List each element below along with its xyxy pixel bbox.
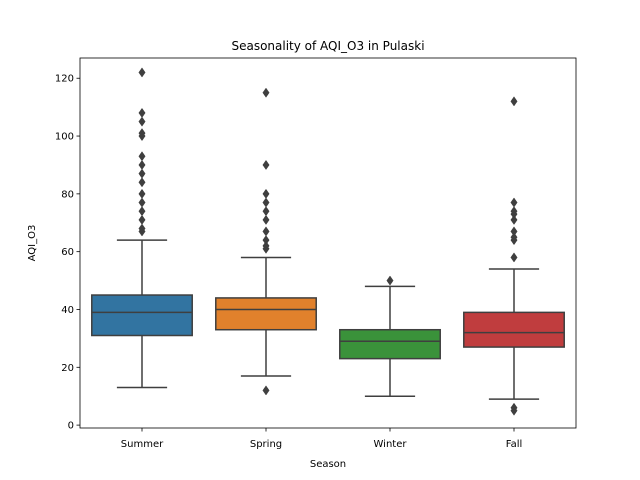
outlier-summer-9 [138, 151, 146, 162]
outlier-summer-12 [138, 116, 146, 127]
box-winter [339, 328, 441, 360]
y-tick-label-80: 80 [61, 189, 74, 200]
y-tick-label-60: 60 [61, 247, 74, 258]
outlier-summer-5 [138, 188, 146, 199]
outlier-summer-2 [138, 214, 146, 225]
outlier-fall-8 [510, 206, 518, 217]
x-tick-label-fall: Fall [506, 439, 523, 450]
box-spring [215, 297, 317, 331]
x-axis-title: Season [310, 459, 346, 470]
outlier-fall-2 [510, 252, 518, 263]
chart-title: Seasonality of AQI_O3 in Pulaski [231, 39, 424, 53]
outlier-spring-7 [262, 197, 270, 208]
axes-frame [79, 57, 577, 429]
x-axis: Summer Spring Winter Fall [121, 428, 522, 450]
x-tick-label-winter: Winter [374, 439, 408, 450]
outlier-spring-5 [262, 214, 270, 225]
outlier-summer-4 [138, 197, 146, 208]
outlier-spring-2 [262, 240, 270, 251]
x-tick-label-spring: Spring [250, 439, 282, 450]
y-axis-title: AQI_O3 [27, 225, 38, 262]
box-group-spring [215, 87, 317, 396]
outlier-spring-4 [262, 226, 270, 237]
outlier-summer-8 [138, 159, 146, 170]
y-tick-label-0: 0 [68, 421, 74, 432]
y-axis: 0 20 40 60 80 100 120 [55, 74, 80, 432]
box-summer [91, 294, 193, 337]
outlier-spring-6 [262, 206, 270, 217]
outlier-winter-0 [386, 275, 394, 286]
box-fall [463, 311, 565, 348]
outlier-summer-11 [138, 128, 146, 139]
outlier-summer-1 [138, 223, 146, 234]
x-tick-label-summer: Summer [121, 439, 164, 450]
outlier-summer-3 [138, 206, 146, 217]
outlier-fall-6 [510, 214, 518, 225]
box-group-fall [463, 96, 565, 416]
outlier-spring-8 [262, 188, 270, 199]
outlier-fall-1 [510, 402, 518, 413]
outlier-spring-3 [262, 235, 270, 246]
plot-area [91, 67, 565, 416]
outlier-summer-6 [138, 177, 146, 188]
outlier-fall-4 [510, 232, 518, 243]
y-tick-label-120: 120 [55, 74, 74, 85]
y-tick-label-40: 40 [61, 305, 74, 316]
outlier-spring-9 [262, 159, 270, 170]
box-group-summer [91, 67, 193, 389]
outlier-fall-9 [510, 197, 518, 208]
y-tick-label-100: 100 [55, 132, 74, 143]
outlier-summer-14 [138, 67, 146, 78]
y-tick-label-20: 20 [61, 363, 74, 374]
outlier-summer-13 [138, 107, 146, 118]
outlier-fall-10 [510, 96, 518, 107]
outlier-summer-7 [138, 168, 146, 179]
outlier-spring-0 [262, 385, 270, 396]
outlier-fall-5 [510, 226, 518, 237]
outlier-spring-10 [262, 87, 270, 98]
box-group-winter [339, 275, 441, 397]
